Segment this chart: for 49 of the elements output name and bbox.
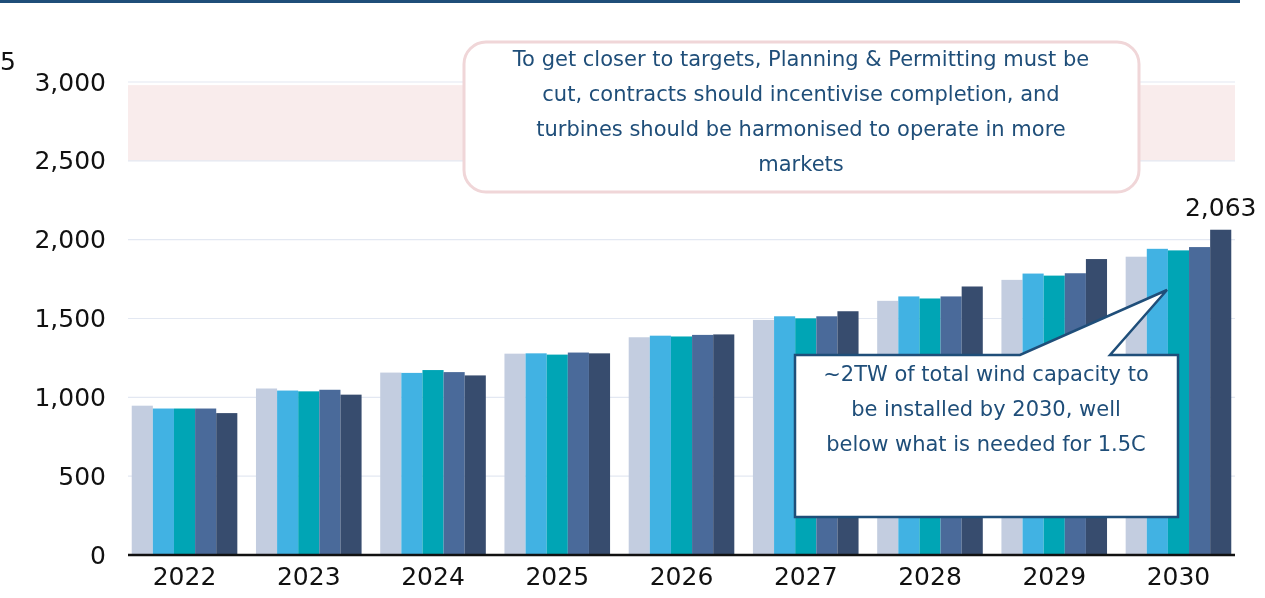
x-tick-label: 2025 <box>525 561 590 591</box>
bar <box>1210 229 1232 555</box>
bar <box>567 352 589 555</box>
bar <box>195 408 217 555</box>
x-tick-label: 2022 <box>152 561 217 591</box>
bar <box>255 388 278 555</box>
bar <box>340 394 362 555</box>
bar <box>464 375 486 555</box>
bar <box>628 337 650 555</box>
annotation: ~2TW of total wind capacity to be installed by 2030, well below what is needed for 1.5C <box>823 362 1149 456</box>
x-tick-label: 2026 <box>649 561 714 591</box>
bar <box>380 372 402 555</box>
bar <box>752 319 775 555</box>
bar <box>588 353 611 555</box>
bar <box>504 353 526 555</box>
y-tick-label: 3,000 <box>34 67 106 97</box>
y-tick-label: 2,500 <box>34 146 106 176</box>
text: 5 <box>0 47 16 76</box>
annotation: To get closer to targets, Planning & Permitting must be cut, contracts should incentivise completion, and turbines should be harmonised to operate in more markets <box>511 47 1090 176</box>
bar <box>277 390 299 555</box>
bar <box>401 372 423 555</box>
y-tick-label: 1,500 <box>34 304 106 333</box>
bar <box>649 335 671 555</box>
bar <box>713 334 735 555</box>
bar <box>774 316 796 555</box>
x-tick-label: 2028 <box>898 561 962 591</box>
y-tick-label: 2,000 <box>34 225 106 255</box>
data-label: 2,063 <box>1184 192 1257 222</box>
bar <box>319 389 341 555</box>
bar <box>525 353 547 555</box>
bar <box>173 408 196 555</box>
bar <box>546 354 568 555</box>
x-tick-label: 2027 <box>773 561 838 591</box>
x-tick-label: 2030 <box>1146 561 1211 591</box>
x-tick-label: 2029 <box>1022 561 1087 591</box>
y-tick-label: 500 <box>58 461 106 491</box>
x-tick-label: 2024 <box>401 561 465 591</box>
bar <box>670 336 693 555</box>
y-tick-label: 0 <box>90 540 106 570</box>
x-tick-label: 2023 <box>276 561 341 591</box>
bar <box>131 405 153 555</box>
bar <box>216 413 238 555</box>
bar <box>443 372 465 555</box>
bar <box>298 391 320 555</box>
bar <box>152 408 174 555</box>
bar <box>422 370 444 555</box>
y-tick-label: 1,000 <box>34 382 106 412</box>
bar <box>692 334 714 555</box>
bar <box>1189 247 1211 555</box>
